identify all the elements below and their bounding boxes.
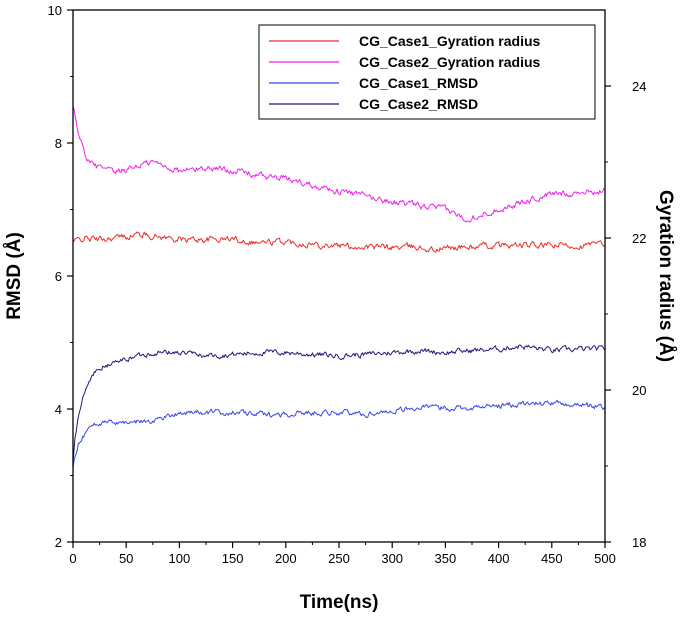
legend: CG_Case1_Gyration radius CG_Case2_Gyratio… — [258, 24, 596, 120]
x-tick-label: 250 — [328, 551, 350, 566]
x-tick-label: 400 — [488, 551, 510, 566]
series-line-3 — [72, 399, 606, 468]
x-tick-label: 100 — [169, 551, 191, 566]
x-tick-label: 150 — [222, 551, 244, 566]
x-tick-label: 350 — [435, 551, 457, 566]
series-layer — [72, 106, 606, 468]
y-right-tick-label: 24 — [632, 79, 646, 94]
axis-layer: 0 50 100 150 200 250 300 350 400 450 5002468101820… — [48, 3, 647, 566]
legend-label: CG_Case1_Gyration radius — [359, 33, 541, 49]
x-axis-title: Time(ns) — [300, 592, 379, 613]
y-left-tick-label: 8 — [55, 136, 62, 151]
x-tick-label: 450 — [541, 551, 563, 566]
y-right-axis-title: Gyration radius (Å) — [655, 190, 676, 362]
y-left-tick-label: 4 — [55, 402, 62, 417]
series-line-4 — [72, 344, 606, 464]
y-left-tick-label: 2 — [55, 535, 62, 550]
x-tick-label: 300 — [381, 551, 403, 566]
x-tick-label: 500 — [594, 551, 616, 566]
series-line-1 — [72, 231, 606, 253]
x-tick-label: 200 — [275, 551, 297, 566]
legend-label: CG_Case2_RMSD — [359, 96, 478, 112]
legend-label: CG_Case2_Gyration radius — [359, 54, 541, 70]
y-left-tick-label: 10 — [48, 3, 62, 18]
y-right-tick-label: 18 — [632, 535, 646, 550]
series-line-2 — [72, 106, 606, 223]
y-right-tick-label: 20 — [632, 383, 646, 398]
y-left-axis-title: RMSD (Å) — [4, 232, 25, 320]
y-left-tick-label: 6 — [55, 269, 62, 284]
legend-label: CG_Case1_RMSD — [359, 75, 478, 91]
x-tick-label: 50 — [119, 551, 133, 566]
y-right-tick-label: 22 — [632, 231, 646, 246]
x-tick-label: 0 — [69, 551, 76, 566]
